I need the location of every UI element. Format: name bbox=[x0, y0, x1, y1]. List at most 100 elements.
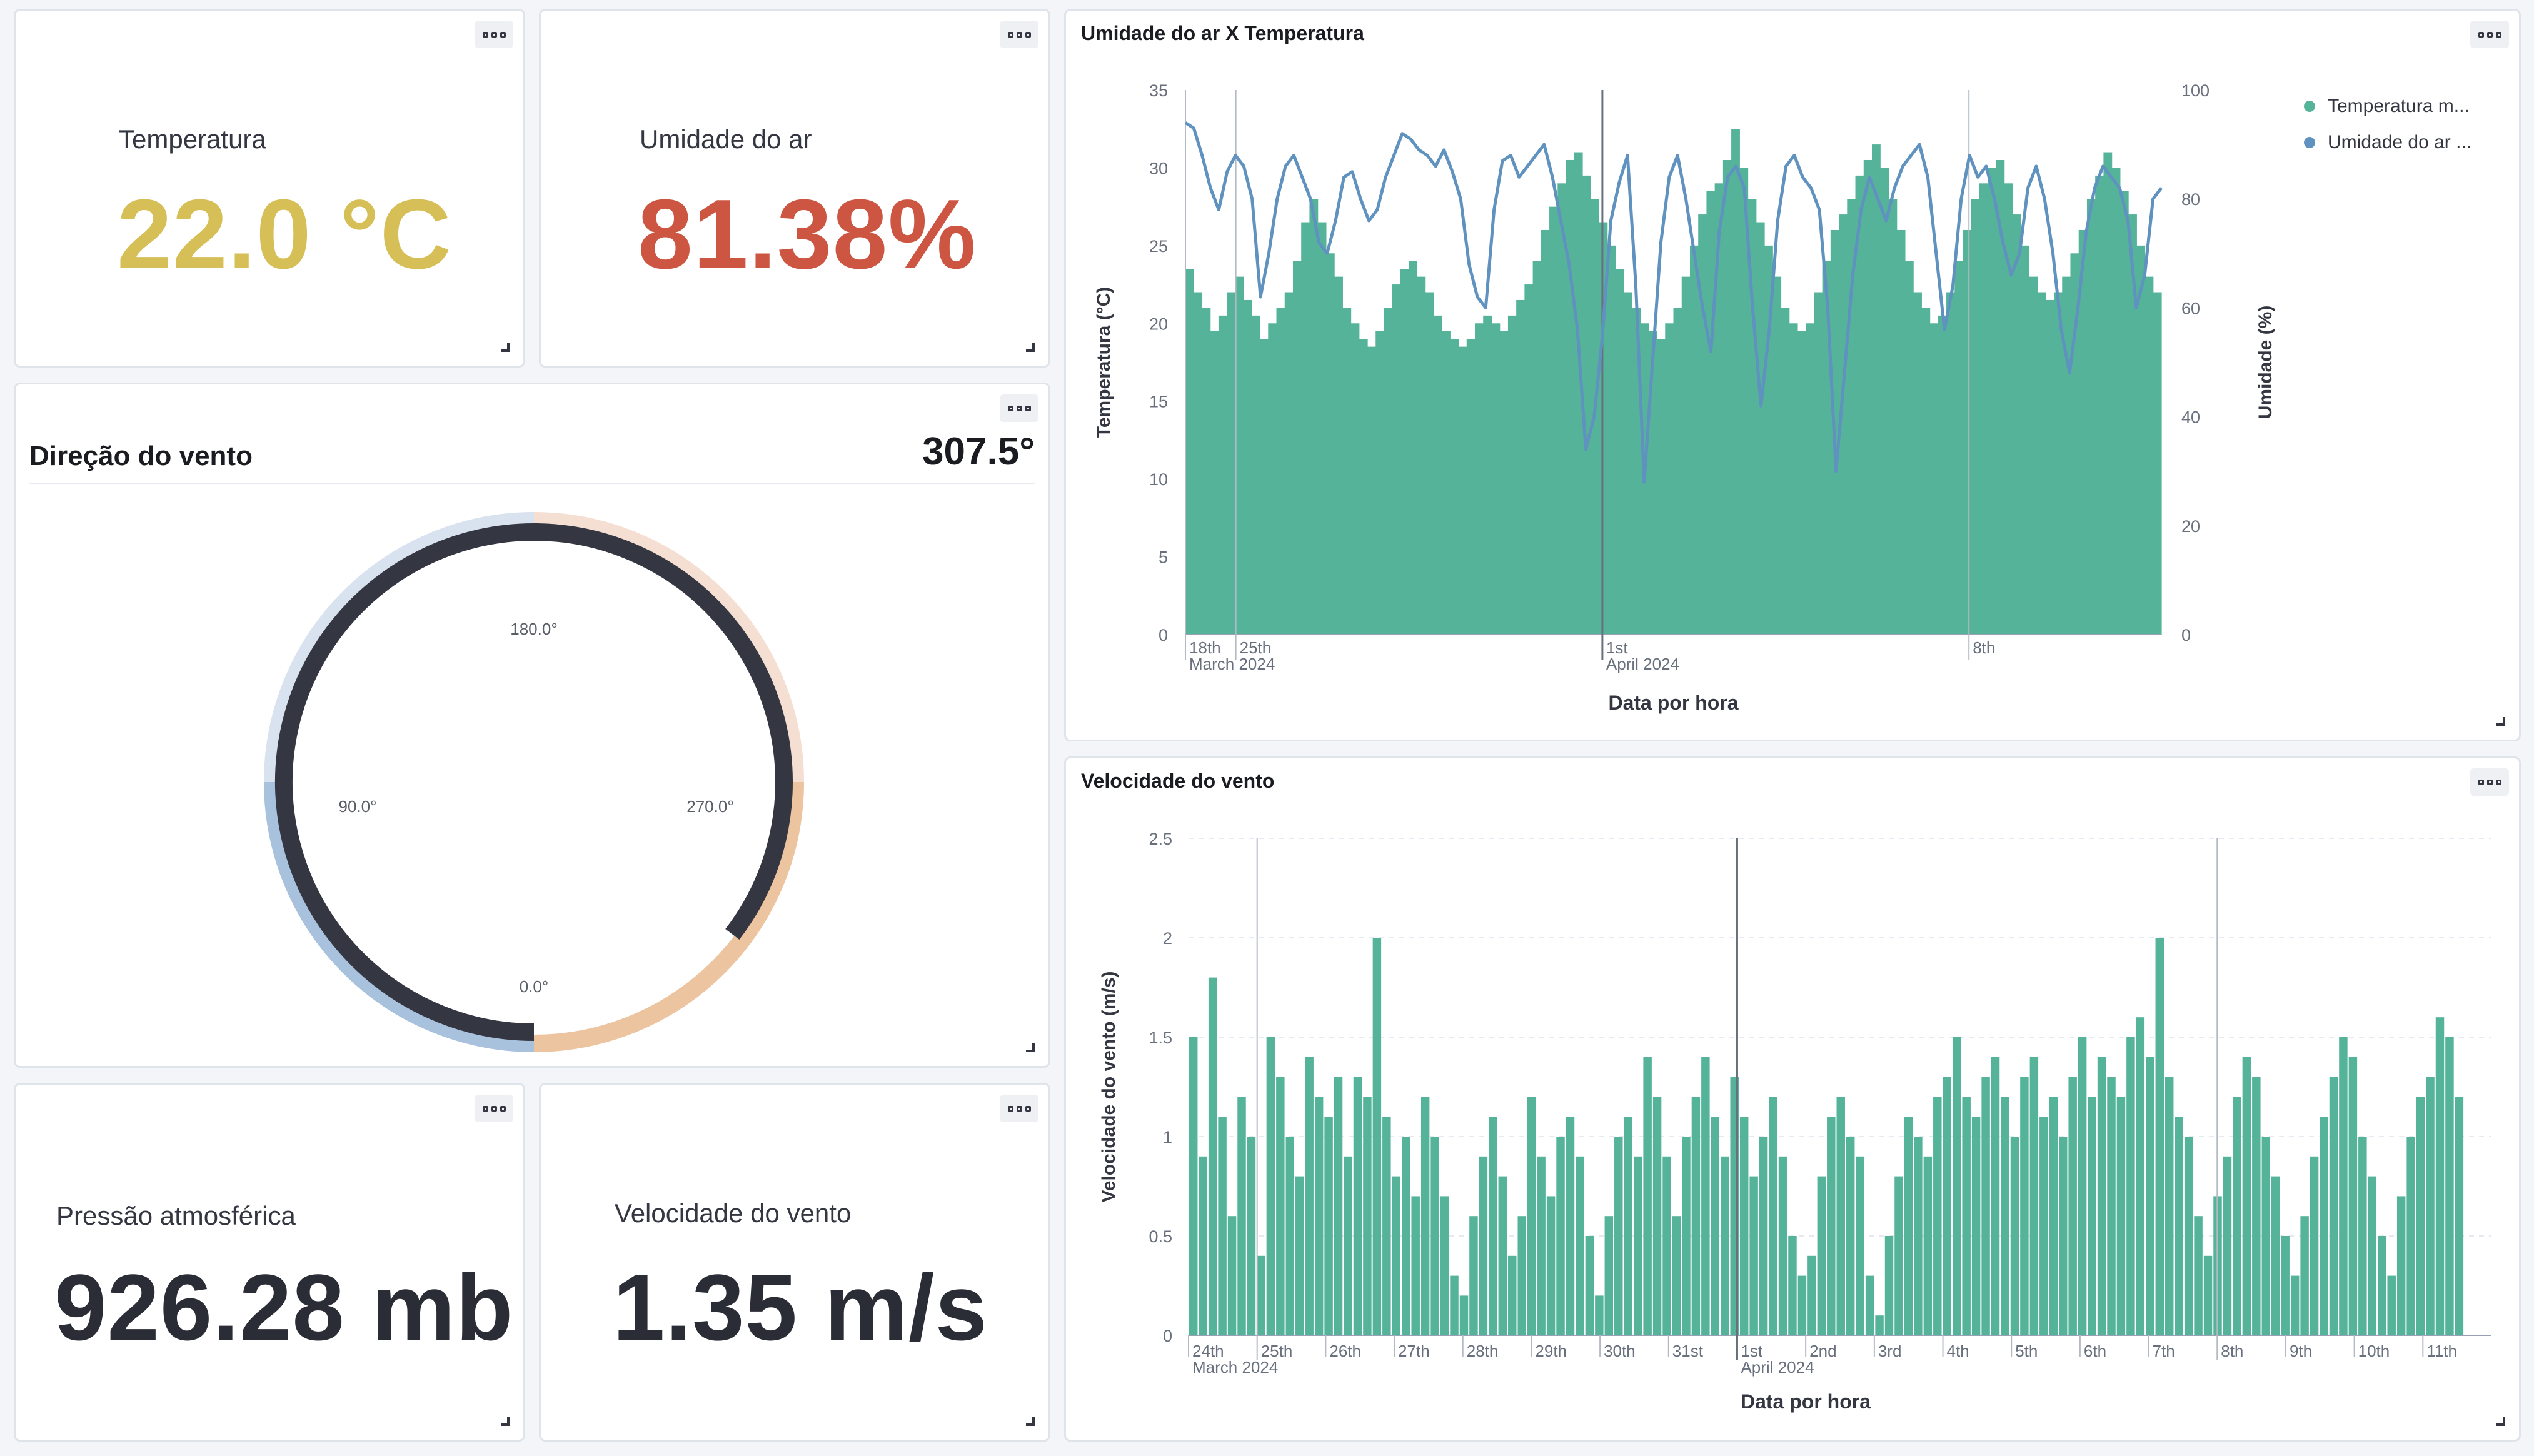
dot-icon bbox=[2478, 31, 2484, 38]
bar bbox=[1933, 1097, 1942, 1335]
bar bbox=[1450, 339, 1459, 635]
bar bbox=[1923, 1156, 1933, 1335]
bar bbox=[1632, 308, 1641, 635]
bar bbox=[1433, 315, 1442, 635]
bar bbox=[1218, 1117, 1227, 1335]
bar bbox=[1722, 159, 1732, 635]
divider bbox=[29, 483, 1035, 484]
bar bbox=[1334, 1077, 1343, 1335]
bar bbox=[1367, 346, 1376, 635]
bar bbox=[1237, 1097, 1246, 1335]
panel-options-button[interactable] bbox=[1000, 394, 1038, 422]
bar bbox=[1880, 168, 1889, 635]
bar bbox=[2010, 1137, 2019, 1335]
bar bbox=[1806, 323, 1814, 635]
x-tick-label: 25th bbox=[1240, 638, 1272, 657]
bar bbox=[1681, 276, 1691, 635]
panel-options-button[interactable] bbox=[1000, 21, 1038, 48]
y2-tick-label: 60 bbox=[2181, 299, 2200, 318]
bar bbox=[1475, 323, 1484, 635]
bar bbox=[2029, 276, 2038, 635]
x-tick-label: 8th bbox=[2221, 1342, 2243, 1360]
bar bbox=[1268, 323, 1277, 635]
bar bbox=[2416, 1097, 2425, 1335]
bar bbox=[2223, 1156, 2232, 1335]
bar bbox=[1324, 1117, 1333, 1335]
metric-value: 1.35 m/s bbox=[613, 1255, 988, 1360]
resize-handle-icon[interactable] bbox=[2496, 717, 2505, 726]
bar bbox=[1797, 331, 1806, 635]
bar bbox=[2086, 199, 2096, 635]
bar bbox=[1721, 1156, 1729, 1335]
bar bbox=[1344, 1156, 1352, 1335]
bar bbox=[1904, 261, 1914, 635]
dot-icon bbox=[1025, 405, 1031, 411]
bar bbox=[1317, 222, 1327, 635]
panel-options-button[interactable] bbox=[2470, 768, 2509, 796]
bar bbox=[1769, 1097, 1777, 1335]
metric-label: Pressão atmosférica bbox=[56, 1201, 296, 1230]
bar bbox=[1260, 339, 1269, 635]
bar bbox=[1991, 1057, 2000, 1335]
bar bbox=[2039, 1117, 2048, 1335]
bar bbox=[2281, 1236, 2290, 1335]
bar bbox=[2001, 1097, 2009, 1335]
bar bbox=[2068, 1077, 2077, 1335]
dot-icon bbox=[500, 1105, 506, 1112]
bar bbox=[1652, 1097, 1662, 1335]
bar bbox=[1227, 1216, 1237, 1335]
panel-options-button[interactable] bbox=[475, 21, 513, 48]
bar bbox=[1814, 292, 1823, 635]
bar bbox=[1643, 1057, 1652, 1335]
bar bbox=[1797, 1275, 1807, 1335]
bar bbox=[1789, 323, 1798, 635]
legend-item[interactable]: Temperatura m... bbox=[2304, 88, 2471, 124]
resize-handle-icon[interactable] bbox=[1026, 1043, 1035, 1052]
y-tick-label: 0 bbox=[1163, 1327, 1172, 1345]
gauge-band bbox=[533, 781, 804, 1052]
y-axis-title: Temperatura (°C) bbox=[1094, 287, 1114, 438]
metric-value: 22.0 °C bbox=[117, 179, 452, 289]
legend-item[interactable]: Umidade do ar ... bbox=[2304, 124, 2471, 161]
x-tick-label: 28th bbox=[1467, 1342, 1499, 1360]
panel-options-button[interactable] bbox=[2470, 21, 2509, 48]
bar bbox=[1904, 1117, 1913, 1335]
y2-axis-title: Umidade (%) bbox=[2255, 306, 2276, 419]
bar bbox=[1227, 292, 1235, 635]
panel-options-button[interactable] bbox=[1000, 1095, 1038, 1122]
bar bbox=[1442, 331, 1451, 635]
y-tick-label: 35 bbox=[1149, 81, 1168, 100]
legend-dot-icon bbox=[2304, 101, 2315, 112]
dot-icon bbox=[2495, 779, 2501, 785]
bar bbox=[1781, 308, 1790, 635]
y2-tick-label: 80 bbox=[2181, 190, 2200, 209]
bar bbox=[2406, 1137, 2415, 1335]
resize-handle-icon[interactable] bbox=[501, 343, 510, 352]
bar bbox=[1871, 144, 1881, 635]
bar bbox=[1384, 308, 1393, 635]
bar bbox=[1778, 1156, 1787, 1335]
bar bbox=[2184, 1137, 2193, 1335]
bar bbox=[1836, 1097, 1845, 1335]
bar bbox=[1662, 1156, 1671, 1335]
panel-options-button[interactable] bbox=[475, 1095, 513, 1122]
wind-speed-panel: Velocidade do vento 1.35 m/s bbox=[539, 1083, 1050, 1442]
bar bbox=[1604, 1216, 1614, 1335]
bar bbox=[2097, 1057, 2106, 1335]
bar bbox=[1576, 1156, 1584, 1335]
bar bbox=[2144, 276, 2154, 635]
temperature-panel: Temperatura 22.0 °C bbox=[14, 9, 525, 368]
resize-handle-icon[interactable] bbox=[501, 1417, 510, 1426]
bar bbox=[1309, 199, 1319, 635]
metric-value: 926.28 mb bbox=[54, 1255, 514, 1360]
bar bbox=[1411, 1196, 1420, 1335]
bar bbox=[2310, 1156, 2319, 1335]
bar bbox=[1962, 1097, 1971, 1335]
resize-handle-icon[interactable] bbox=[1026, 343, 1035, 352]
resize-handle-icon[interactable] bbox=[2496, 1417, 2505, 1426]
bar bbox=[1489, 1117, 1497, 1335]
bar bbox=[1276, 1077, 1285, 1335]
resize-handle-icon[interactable] bbox=[1026, 1417, 1035, 1426]
wind-speed-chart-panel: Velocidade do vento 0 0.5 1 1.5 2 2.5 Velocida… bbox=[1064, 756, 2521, 1442]
bar bbox=[1938, 315, 1947, 635]
